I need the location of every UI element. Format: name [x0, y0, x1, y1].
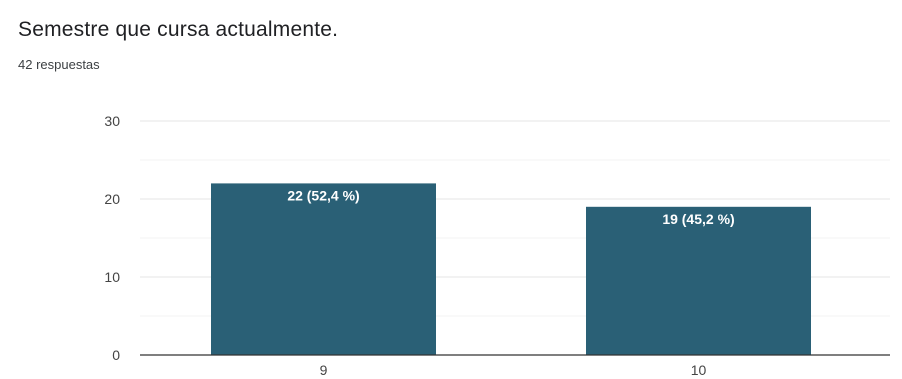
y-tick-label: 10 [104, 269, 120, 285]
y-tick-label: 20 [104, 191, 120, 207]
chart-title: Semestre que cursa actualmente. [18, 18, 339, 41]
response-count: 42 respuestas [18, 57, 100, 72]
x-tick-label-10: 10 [691, 362, 707, 378]
bar-10 [586, 206, 811, 355]
bar-9 [211, 183, 436, 355]
data-label-10: 19 (45,2 %) [662, 211, 734, 227]
y-tick-label: 0 [112, 347, 120, 363]
data-label-9: 22 (52,4 %) [287, 187, 359, 203]
x-tick-label-9: 9 [320, 362, 328, 378]
y-tick-label: 30 [104, 113, 120, 129]
